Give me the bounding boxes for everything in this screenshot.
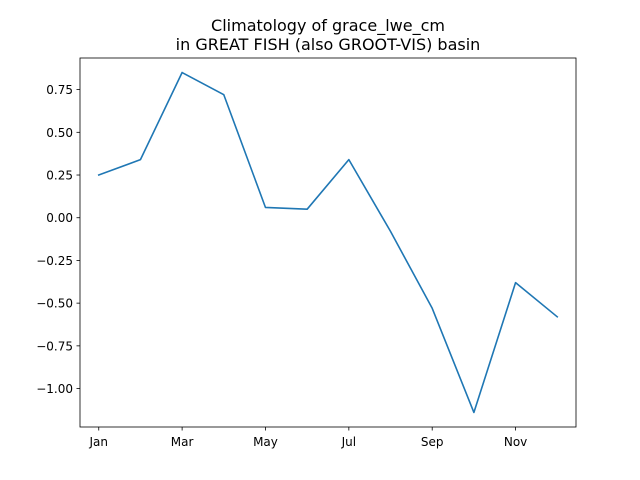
series-line [97,71,559,414]
x-tick-label: Jan [89,435,109,449]
x-tick-label: Sep [421,435,444,449]
x-tick-label: Jul [341,435,356,449]
y-tick-label: −1.00 [36,382,73,396]
y-tick-label: 0.25 [46,169,73,183]
plot-area [97,71,559,414]
y-tick-label: −0.25 [36,254,73,268]
y-axis: 0.75 0.50 0.25 0.00 −0.25 −0.50 −0.75 −1.00 [36,83,80,396]
y-tick-label: −0.50 [36,297,73,311]
y-tick-label: 0.00 [46,211,73,225]
chart-title-line-1: Climatology of grace_lwe_cm [211,16,445,36]
chart-title-line-2: in GREAT FISH (also GROOT-VIS) basin [176,35,481,54]
axes-frame [79,57,577,428]
x-tick-label: Mar [171,435,194,449]
x-tick-label: Nov [504,435,527,449]
y-tick-label: −0.75 [36,339,73,353]
y-tick-label: 0.75 [46,83,73,97]
x-axis: Jan Mar May Jul Sep Nov [89,427,527,449]
y-tick-label: 0.50 [46,126,73,140]
x-tick-label: May [253,435,278,449]
